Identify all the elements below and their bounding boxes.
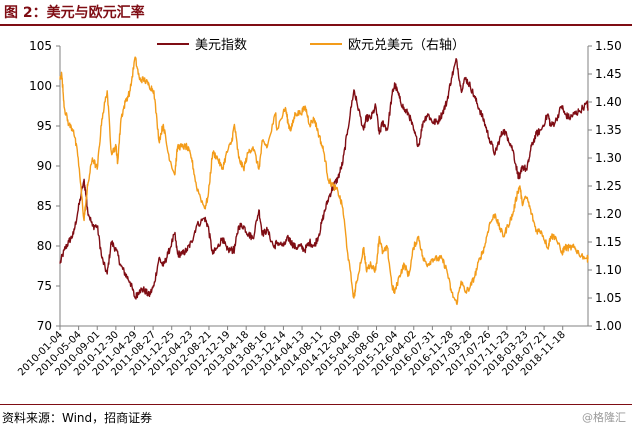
right-tick-label: 1.15	[595, 235, 622, 249]
left-tick-label: 95	[37, 119, 52, 133]
left-tick-label: 85	[37, 199, 52, 213]
chart-legend: 美元指数 欧元兑美元（右轴）	[157, 38, 465, 53]
figure-title: 图 2：美元与欧元汇率	[4, 5, 145, 21]
right-tick-label: 1.00	[595, 319, 622, 333]
usd-index-line	[59, 58, 589, 300]
right-tick-label: 1.40	[595, 95, 622, 109]
left-y-axis: 70 75 80 85 90 95 100 105	[29, 39, 60, 333]
left-tick-label: 70	[37, 319, 52, 333]
right-tick-label: 1.30	[595, 151, 622, 165]
chart-axes	[59, 46, 589, 327]
legend-label-eur: 欧元兑美元（右轴）	[348, 38, 465, 53]
right-tick-label: 1.25	[595, 179, 622, 193]
series-lines	[59, 56, 589, 306]
left-tick-label: 105	[29, 39, 52, 53]
left-tick-label: 100	[29, 79, 52, 93]
right-tick-label: 1.35	[595, 123, 622, 137]
left-tick-label: 90	[37, 159, 52, 173]
legend-label-usd: 美元指数	[195, 38, 247, 53]
left-tick-label: 80	[37, 239, 52, 253]
right-tick-label: 1.20	[595, 207, 622, 221]
right-tick-label: 1.10	[595, 263, 622, 277]
source-note: 资料来源：Wind，招商证券	[2, 411, 153, 425]
x-axis-ticks: 2010-01-042010-05-042010-09-012010-12-30…	[16, 326, 568, 378]
right-y-axis: 1.00 1.05 1.10 1.15 1.20 1.25 1.30 1.35 1.40 1.45…	[588, 39, 622, 333]
footer-divider	[0, 404, 632, 405]
watermark-text: @格隆汇	[582, 411, 626, 424]
right-tick-label: 1.45	[595, 67, 622, 81]
title-divider	[0, 24, 632, 26]
right-tick-label: 1.50	[595, 39, 622, 53]
left-tick-label: 75	[37, 279, 52, 293]
eurusd-line	[59, 56, 589, 306]
right-tick-label: 1.05	[595, 291, 622, 305]
